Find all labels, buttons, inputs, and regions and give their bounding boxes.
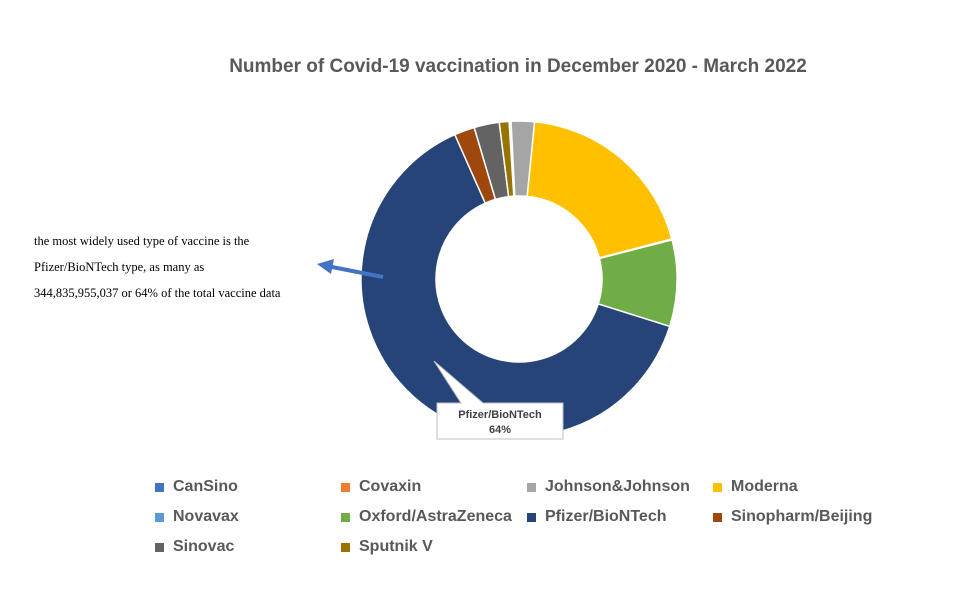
- chart-title: Number of Covid-19 vaccination in Decemb…: [229, 56, 807, 77]
- slice-moderna: [526, 120, 673, 259]
- annotation-arrow-layer: [317, 259, 384, 279]
- data-label-box: [433, 360, 564, 440]
- data-label-callout: Pfizer/BioNTech 64%: [433, 360, 564, 440]
- annotation-arrow-head: [317, 259, 334, 274]
- data-label-value: 64%: [489, 424, 511, 436]
- annotation-text: the most widely used type of vaccine is …: [34, 228, 334, 306]
- donut-slices: [360, 120, 678, 438]
- data-label-name: Pfizer/BioNTech: [458, 409, 542, 421]
- annotation-line-1: the most widely used type of vaccine is …: [34, 234, 250, 248]
- annotation-line-3: 344,835,955,037 or 64% of the total vacc…: [34, 286, 281, 300]
- annotation-line-2: Pfizer/BioNTech type, as many as: [34, 260, 205, 274]
- annotation-arrow-shaft: [331, 265, 384, 279]
- slice-sputnik-v: [498, 120, 515, 198]
